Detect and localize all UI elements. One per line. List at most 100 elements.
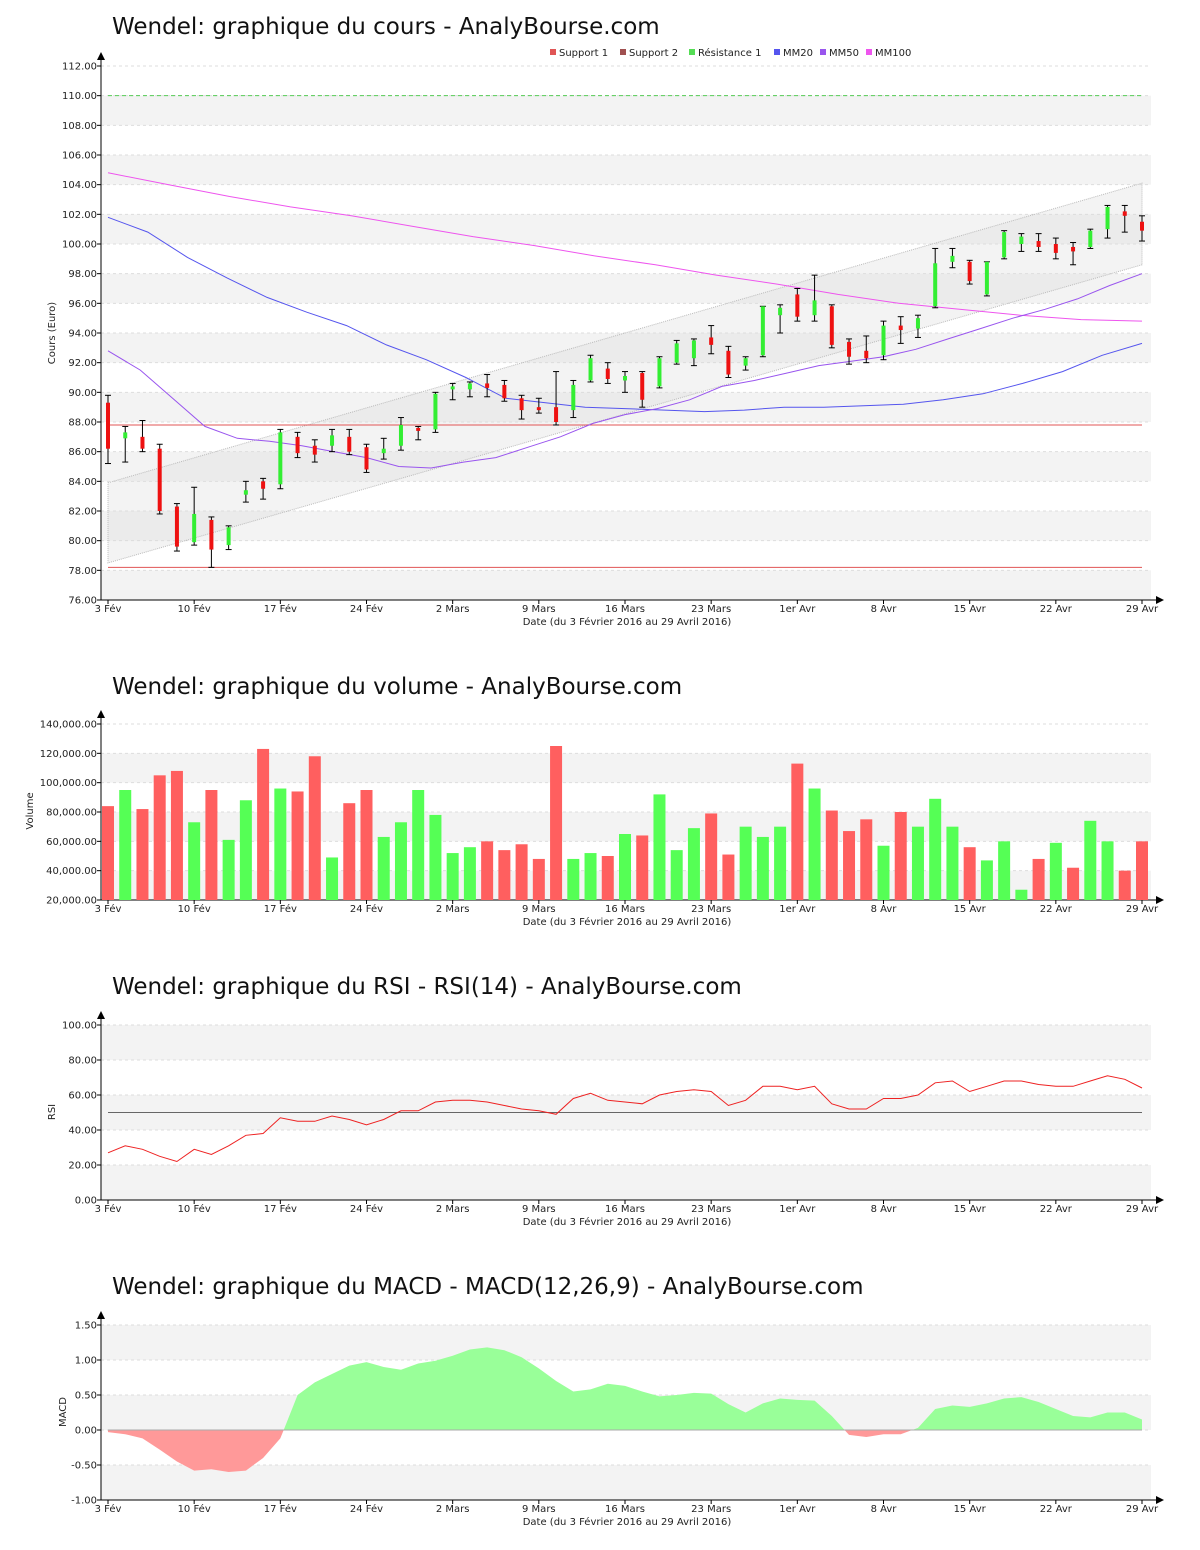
volume-x-tick-label: 24 Fév <box>350 903 383 915</box>
volume-y-tick-label: 20,000.00 <box>46 896 97 907</box>
candle <box>708 325 715 355</box>
price-x-tick-label: 22 Avr <box>1040 604 1073 615</box>
volume-bar <box>532 858 545 900</box>
rsi-x-tick-label: 24 Fév <box>350 1203 383 1215</box>
legend-label-resistance-1: Résistance 1 <box>698 47 761 59</box>
price-y-axis-label: Cours (Euro) <box>47 302 58 365</box>
macd-y-axis-label: MACD <box>58 1397 69 1427</box>
volume-bar <box>705 813 718 900</box>
rsi-x-tick-label: 29 Avr <box>1126 1204 1159 1215</box>
candle <box>932 247 939 309</box>
candle <box>173 503 180 552</box>
candle <box>794 288 801 322</box>
volume-bar <box>239 800 252 900</box>
volume-chart: Wendel: graphique du volume - AnalyBours… <box>25 674 1164 928</box>
candle-body <box>519 398 524 411</box>
candle <box>673 339 680 365</box>
candle-body <box>502 384 507 399</box>
macd-area-negative <box>844 1430 913 1437</box>
candle-body <box>485 383 490 388</box>
volume-bar <box>1084 820 1097 900</box>
macd-x-tick-label: 1er Avr <box>779 1504 816 1515</box>
candle <box>363 443 370 473</box>
volume-bar <box>291 791 304 900</box>
candle-body <box>312 445 317 455</box>
volume-y-tick-label: 100,000.00 <box>40 778 97 789</box>
price-grid-band <box>101 333 1151 363</box>
candle-body <box>881 325 886 356</box>
candle-body <box>174 506 179 547</box>
legend-swatch-mm20 <box>774 49 780 55</box>
rsi-x-tick-label: 1er Avr <box>779 1204 816 1215</box>
volume-bar <box>774 826 787 900</box>
candle <box>260 477 267 500</box>
legend-item-support-1: Support 1 <box>550 48 608 59</box>
volume-x-tick-label: 15 Avr <box>954 904 987 915</box>
volume-y-axis-arrow <box>97 710 105 718</box>
price-grid-band <box>101 451 1151 482</box>
candle-body <box>1053 244 1058 253</box>
price-y-tick-label: 96.00 <box>68 299 97 310</box>
volume-x-tick-label: 10 Fév <box>178 903 211 915</box>
candle-body <box>536 407 541 411</box>
candle-body <box>226 527 231 546</box>
price-y-tick-label: 108.00 <box>62 121 97 132</box>
candle <box>380 437 387 460</box>
legend-swatch-support-2 <box>620 49 626 55</box>
legend-label-mm20: MM20 <box>783 48 813 59</box>
macd-y-tick-label: 1.50 <box>75 1321 97 1332</box>
price-grid-band <box>101 155 1151 185</box>
volume-x-tick-label: 22 Avr <box>1040 904 1073 915</box>
candle <box>1018 233 1025 252</box>
candle-body <box>640 373 645 400</box>
volume-y-tick-label: 140,000.00 <box>40 720 97 731</box>
candle <box>432 391 439 433</box>
candle <box>1070 242 1077 266</box>
candle-body <box>967 261 972 282</box>
volume-plot-area: 20,000.00 40,000.00 60,000.00 80,000.00 100,… <box>40 710 1164 915</box>
volume-x-tick-label: 2 Mars <box>436 904 470 915</box>
candle <box>690 338 697 367</box>
volume-bar <box>188 822 201 900</box>
volume-bar <box>326 857 339 900</box>
rsi-y-tick-label: 80.00 <box>68 1056 97 1067</box>
rsi-plot-area: 0.00 20.00 40.00 60.00 80.00 100.00 3 Fév 10 Fé… <box>62 1011 1164 1215</box>
macd-area-positive <box>283 1347 845 1430</box>
rsi-chart: Wendel: graphique du RSI - RSI(14) - Ana… <box>47 974 1164 1228</box>
rsi-chart-title: Wendel: graphique du RSI - RSI(14) - Ana… <box>112 974 742 1000</box>
volume-bar <box>877 845 890 900</box>
candle-body <box>1019 236 1024 244</box>
volume-bar <box>670 850 683 900</box>
price-x-tick-label: 16 Mars <box>605 604 645 615</box>
macd-plot-area: -1.00 -0.50 0.00 0.50 1.00 1.50 3 Fév 10 Fév 17 … <box>71 1311 1164 1515</box>
volume-y-tick-label: 80,000.00 <box>46 808 97 819</box>
price-x-tick-label: 10 Fév <box>178 603 211 615</box>
candle-body <box>209 519 214 550</box>
volume-x-axis-arrow <box>1156 896 1164 904</box>
rsi-grid-band <box>101 1165 1151 1200</box>
candle-body <box>416 427 421 431</box>
rsi-x-tick-label: 3 Fév <box>95 1203 122 1215</box>
legend-item-mm50: MM50 <box>820 48 859 59</box>
price-x-axis-label: Date (du 3 Février 2016 au 29 Avril 2016… <box>523 616 732 628</box>
candle <box>725 345 732 378</box>
candle-body <box>1071 246 1076 252</box>
candle <box>208 516 215 568</box>
volume-bar <box>394 822 407 900</box>
rsi-x-tick-label: 15 Avr <box>954 1204 987 1215</box>
volume-bar <box>446 853 459 900</box>
volume-bar <box>894 812 907 900</box>
candle <box>415 425 422 441</box>
candle-body <box>243 490 248 495</box>
rsi-y-tick-label: 100.00 <box>62 1021 97 1032</box>
candle <box>1087 228 1094 249</box>
volume-bar <box>412 790 425 900</box>
candle <box>1104 204 1111 239</box>
volume-bar <box>791 763 804 900</box>
rsi-y-tick-label: 40.00 <box>68 1126 97 1137</box>
price-grid-band <box>101 392 1151 422</box>
legend-swatch-mm100 <box>866 49 872 55</box>
price-y-tick-label: 102.00 <box>62 210 97 221</box>
price-legend: Support 1 Support 2 Résistance 1 MM20 MM… <box>550 47 911 59</box>
